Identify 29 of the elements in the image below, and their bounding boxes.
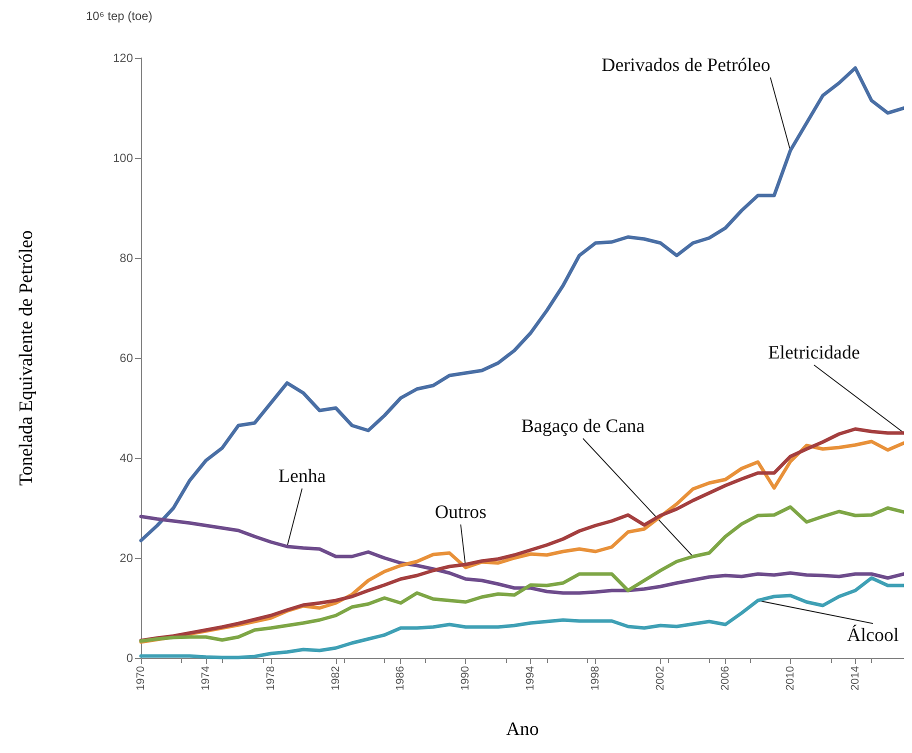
text: Eletricidade [768,342,860,364]
x-tick-label: 2002 [654,666,666,690]
y-tick-label: 80 [120,251,134,265]
x-tick-label: 1986 [394,666,407,690]
x-axis-title: Ano [506,719,539,740]
x-tick-label: 1990 [460,666,472,690]
y-tick-label: 100 [112,151,134,165]
text: 10⁶ tep (toe) [86,9,152,23]
x-tick-label: 1998 [590,666,602,690]
text: Derivados de Petróleo [602,55,770,76]
x-tick-label: 1970 [135,666,147,690]
x-tick-label: 2014 [849,666,862,690]
x-tick-label: 2010 [784,666,796,690]
line-series [139,505,904,643]
y-axis-title: Tonelada Equivalente de Petróleo [16,230,37,486]
text: Bagaço de Cana [521,416,646,437]
y-tick-label: 0 [126,651,134,665]
x-tick-label: 1978 [264,666,277,690]
x-tick-label: 1982 [330,666,342,690]
x-tick-label: 1974 [200,666,212,690]
series-label: Outros [434,502,487,523]
text: Lenha [278,466,326,487]
y-tick-label: 40 [120,451,134,465]
y-tick-label: 60 [120,351,134,365]
x-tick-label: 1994 [524,666,537,690]
y-tick-label: 120 [112,51,134,65]
x-tick-label: 2006 [719,666,732,690]
series-label: Álcool [847,624,899,646]
y-tick-label: 20 [120,551,134,565]
